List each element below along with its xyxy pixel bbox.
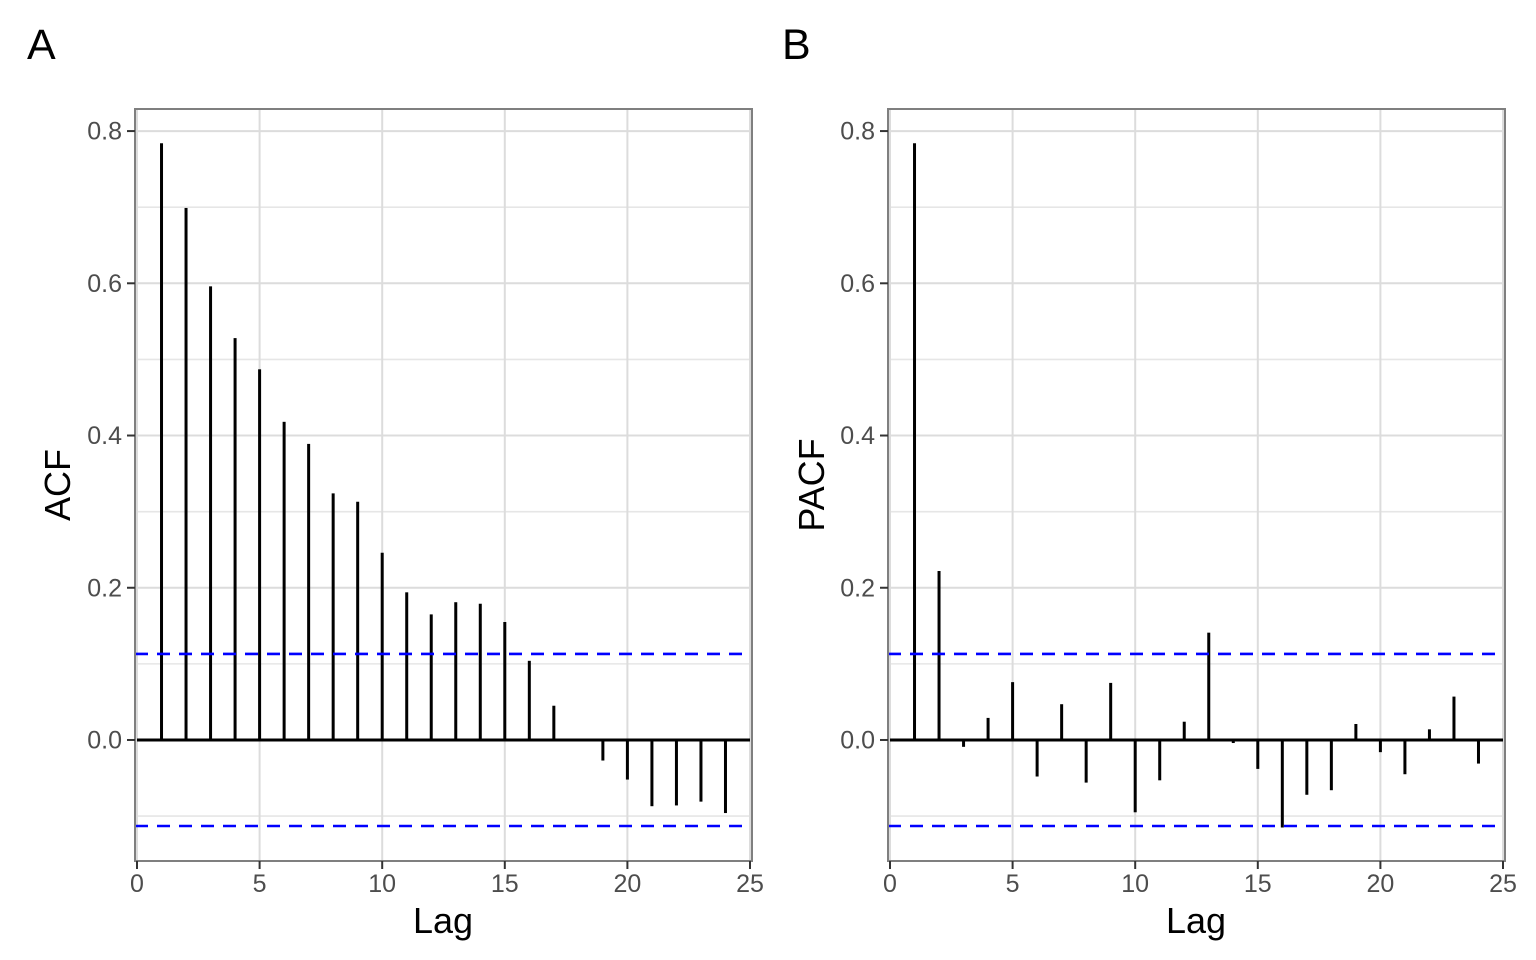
panel-a-x-tick-label: 15 [491, 870, 519, 898]
panel-b-bar-lag-5 [1011, 682, 1015, 740]
panel-a-x-tick-label: 20 [613, 870, 641, 898]
panel-b-bar-lag-24 [1476, 739, 1480, 764]
panel-b-x-tick-label: 15 [1244, 870, 1272, 898]
panel-b-bar-lag-9 [1109, 682, 1113, 740]
panel-b-tag: B [782, 21, 811, 69]
panel-b-y-tick-label: 0.6 [840, 270, 875, 298]
panel-b-bar-lag-13 [1207, 632, 1211, 740]
panel-a-bar-lag-3 [209, 286, 213, 740]
panel-b-bar-lag-10 [1133, 739, 1137, 813]
panel-a-x-axis-title: Lag [412, 900, 474, 941]
panel-b-y-tick-label: 0.8 [840, 118, 875, 146]
panel-a-y-tick-label: 0.0 [87, 726, 122, 754]
panel-b-bars [913, 143, 1480, 828]
panel-a-tag: A [27, 21, 56, 69]
panel-a-background [135, 109, 752, 861]
panel-b-bar-lag-1 [913, 143, 917, 740]
panel-b-x-tick-label: 20 [1366, 870, 1394, 898]
panel-a-bar-lag-11 [405, 592, 409, 740]
panel-b-bar-lag-4 [986, 717, 990, 740]
panel-a: 0 5 10 15 20 25 0.0 0.2 0.4 0.6 0.8 [87, 108, 764, 898]
panel-b-x-axis-ticks: 0 5 10 15 20 25 [883, 861, 1517, 898]
panel-b-bar-lag-7 [1060, 704, 1064, 740]
panel-a-bar-lag-8 [331, 493, 335, 740]
panel-a-grid-major [135, 109, 752, 861]
panel-b-bar-lag-12 [1182, 721, 1186, 740]
panel-a-border [134, 108, 753, 862]
panel-b-bar-lag-22 [1427, 729, 1431, 740]
panel-a-bar-lag-20 [625, 739, 629, 780]
panel-a-bar-lag-24 [723, 739, 727, 814]
panel-b-bar-lag-8 [1084, 739, 1088, 783]
panel-a-x-tick-label: 5 [253, 870, 267, 898]
panel-b-bar-lag-16 [1280, 739, 1284, 828]
panel-a-bar-lag-13 [454, 602, 458, 740]
panel-b-y-axis-title: PACF [791, 438, 832, 532]
panel-b-y-tick-label: 0.0 [840, 726, 875, 754]
panel-a-bar-lag-6 [282, 421, 286, 740]
panel-a-bar-lag-19 [601, 739, 605, 761]
panel-b-x-tick-label: 25 [1489, 870, 1517, 898]
panel-a-x-tick-label: 10 [368, 870, 396, 898]
panel-b-bar-lag-3 [962, 739, 966, 747]
panel-b-bar-lag-18 [1329, 739, 1333, 791]
panel-a-bar-lag-1 [160, 143, 164, 740]
panel-b-background [888, 109, 1505, 861]
panel-a-bar-lag-2 [184, 207, 188, 740]
panel-b-bar-lag-20 [1378, 739, 1382, 753]
panel-a-bar-lag-23 [699, 739, 703, 802]
panel-a-bar-lag-22 [674, 739, 678, 806]
panel-b-bar-lag-23 [1452, 696, 1456, 740]
panel-a-bar-lag-4 [233, 338, 237, 740]
panel-a-y-axis-ticks: 0.0 0.2 0.4 0.6 0.8 [87, 118, 135, 754]
panel-b-bar-lag-21 [1403, 739, 1407, 775]
panel-b-bar-lag-6 [1035, 739, 1039, 777]
panel-b-border [887, 108, 1506, 862]
panel-a-bar-lag-10 [380, 552, 384, 740]
panel-a-y-tick-label: 0.6 [87, 270, 122, 298]
panel-b-bar-lag-11 [1158, 739, 1162, 781]
panel-a-y-tick-label: 0.8 [87, 118, 122, 146]
panel-a-bar-lag-5 [258, 369, 262, 740]
panel-b-bar-lag-2 [937, 571, 941, 740]
panel-b-y-tick-label: 0.2 [840, 574, 875, 602]
panel-b-bar-lag-17 [1305, 739, 1309, 795]
panel-b-bar-lag-14 [1231, 739, 1235, 744]
panel-a-bar-lag-16 [527, 660, 531, 740]
panel-a-y-tick-label: 0.2 [87, 574, 122, 602]
panel-b-grid-minor [888, 206, 1505, 817]
panel-b: 0 5 10 15 20 25 0.0 0.2 0.4 0.6 0.8 [840, 108, 1517, 898]
panel-a-bar-lag-14 [478, 603, 482, 740]
panel-a-bar-lag-9 [356, 501, 360, 740]
panel-a-bars [160, 143, 727, 814]
panel-b-bar-lag-19 [1354, 723, 1358, 740]
panel-a-x-tick-label: 0 [130, 870, 144, 898]
panel-a-x-axis-ticks: 0 5 10 15 20 25 [130, 861, 764, 898]
panel-b-y-tick-label: 0.4 [840, 422, 875, 450]
panel-b-x-axis-title: Lag [1165, 900, 1227, 941]
panel-a-y-tick-label: 0.4 [87, 422, 122, 450]
panel-a-bar-lag-12 [429, 614, 433, 740]
panel-a-grid-minor [135, 206, 752, 817]
panel-b-x-tick-label: 0 [883, 870, 897, 898]
panel-b-bar-lag-15 [1256, 739, 1260, 769]
panel-a-y-axis-title: ACF [37, 449, 78, 521]
panel-a-bar-lag-21 [650, 739, 654, 807]
panel-a-bar-lag-17 [552, 705, 556, 740]
panel-b-x-tick-label: 5 [1006, 870, 1020, 898]
panel-b-y-axis-ticks: 0.0 0.2 0.4 0.6 0.8 [840, 118, 888, 754]
panel-a-bar-lag-7 [307, 443, 311, 740]
panel-a-bar-lag-15 [503, 622, 507, 740]
panel-b-x-tick-label: 10 [1121, 870, 1149, 898]
panel-a-x-tick-label: 25 [736, 870, 764, 898]
